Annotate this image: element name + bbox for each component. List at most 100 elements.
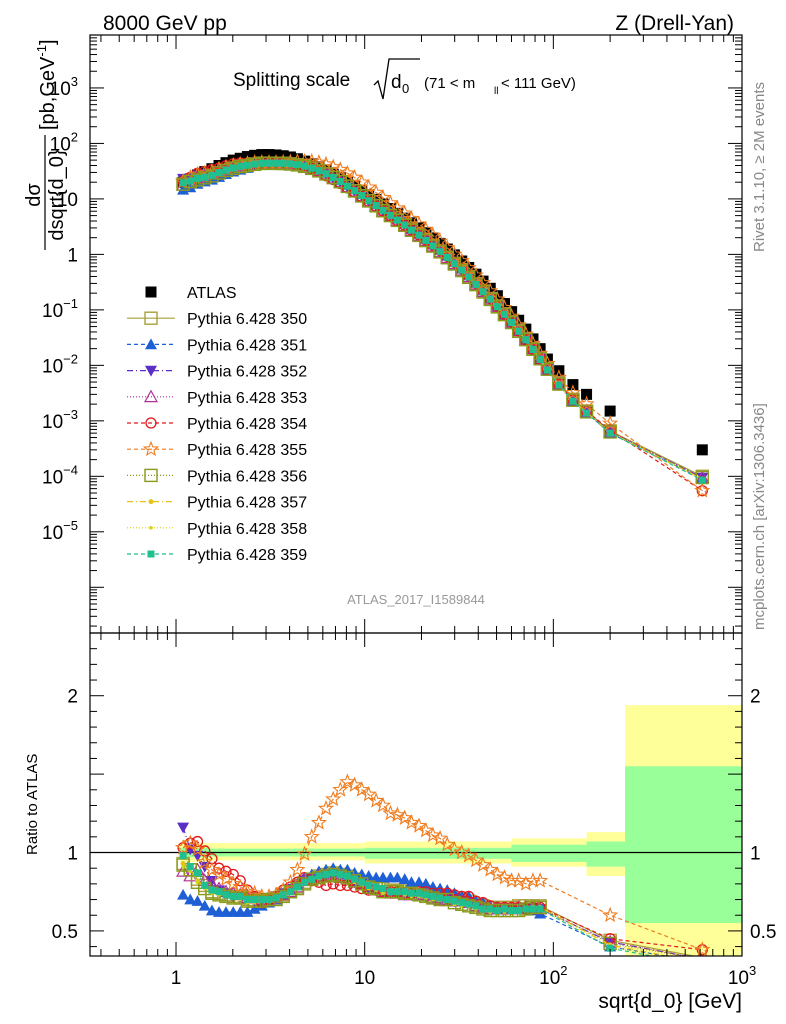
data-point (555, 381, 563, 389)
y-tick-label-base: 10 (42, 356, 63, 377)
ratio-point (398, 873, 411, 884)
ratio-point (296, 845, 313, 861)
plot-title-cut-range: < 111 GeV) (501, 75, 576, 92)
data-point (286, 160, 294, 168)
ratio-point (515, 907, 523, 915)
ratio-series (174, 773, 711, 956)
legend-marker (145, 338, 157, 350)
ratio-y-tick-label: 2 (67, 687, 78, 708)
y-tick-label: 10−4 (42, 462, 78, 488)
data-point (315, 167, 323, 175)
ratio-plot-panel: 0.5 0.51 12 21 10 102 103 Ratio to ATLAS sqrt{… (24, 632, 776, 1013)
ratio-point (496, 869, 513, 885)
header-process-label: Z (Drell-Yan) (615, 12, 734, 35)
data-point (431, 232, 449, 249)
data-point (462, 270, 476, 285)
data-point (329, 173, 337, 181)
x-tick-label: 10 (354, 968, 375, 989)
data-point (604, 405, 616, 417)
data-point (470, 268, 482, 280)
ratio-point (536, 905, 544, 913)
data-point (361, 194, 376, 208)
x-tick-label: 102 (539, 963, 567, 989)
ratio-point (372, 883, 380, 891)
series-0 (177, 149, 708, 456)
band-bin (586, 841, 626, 867)
y-tick-label: 10−1 (42, 296, 78, 322)
data-point (606, 429, 614, 437)
ratio-point (215, 888, 223, 896)
legend-label: Pythia 6.428 352 (187, 364, 307, 381)
y-tick-label-base: 10 (42, 467, 63, 488)
ratio-point (232, 878, 249, 894)
data-point (303, 152, 320, 169)
data-point (519, 333, 533, 347)
data-point (229, 164, 237, 172)
ratio-point (355, 868, 368, 880)
legend-item-9: Pythia 6.428 358 (127, 521, 307, 538)
ratio-point (381, 891, 385, 896)
ratio-point (419, 877, 432, 889)
ratio-point (358, 878, 366, 886)
legend-marker (148, 499, 154, 505)
band-bin (364, 847, 512, 859)
ratio-point (265, 896, 273, 904)
ratio-point (458, 899, 466, 907)
legend-marker (142, 440, 160, 457)
ratio-point (453, 843, 470, 860)
band-bin (625, 766, 742, 924)
ratio-point (248, 902, 261, 914)
ratio-point (415, 889, 423, 897)
ratio-point (489, 865, 506, 882)
ratio-point (376, 871, 389, 883)
series-10 (179, 159, 706, 484)
plot-title-symbol: d (391, 72, 402, 93)
ratio-point (467, 851, 485, 868)
ratio-point (182, 834, 199, 851)
legend-label: Pythia 6.428 359 (187, 547, 307, 564)
data-point (339, 164, 356, 181)
data-point (490, 300, 505, 314)
ratio-point (229, 892, 237, 900)
plot-title-subscript: 0 (402, 81, 409, 96)
ratio-point (243, 896, 251, 904)
data-point (456, 255, 468, 267)
data-point (479, 288, 487, 296)
ratio-point (241, 906, 254, 917)
ratio-point (429, 892, 437, 900)
data-point (581, 388, 593, 400)
data-point (553, 378, 565, 390)
data-point (450, 260, 458, 268)
data-point (365, 197, 373, 205)
y-label-denominator: dsqrt{d_0} (46, 149, 68, 241)
ratio-point (517, 875, 534, 891)
legend: ATLAS Pythia 6.428 350 Pythia 6.428 351 Pyt… (127, 285, 307, 564)
legend-marker (149, 526, 153, 530)
ratio-point (374, 796, 392, 813)
data-point (227, 154, 239, 166)
plot-title-text: Splitting scale (233, 70, 350, 91)
data-point (564, 384, 582, 400)
x-tick-label-base: 10 (728, 968, 749, 989)
data-point (390, 213, 405, 228)
plot-title-cut: (71 < m (424, 75, 475, 92)
ratio-point (196, 853, 213, 869)
ratio-point (225, 875, 242, 891)
legend-marker (145, 417, 157, 429)
ratio-line (182, 868, 689, 956)
data-point (372, 202, 380, 210)
ratio-point (217, 870, 235, 887)
ratio-point (181, 864, 185, 869)
ratio-point (391, 871, 404, 883)
ratio-point (174, 839, 192, 855)
ratio-y-tick-label-right: 0.5 (750, 922, 776, 943)
ratio-point (412, 876, 425, 888)
ratio-point (320, 879, 332, 892)
data-point (407, 226, 415, 234)
data-point (504, 315, 519, 330)
y-tick-label-base: 10 (42, 301, 63, 322)
data-point (422, 236, 430, 244)
ratio-point (386, 888, 394, 896)
data-point (501, 310, 509, 318)
